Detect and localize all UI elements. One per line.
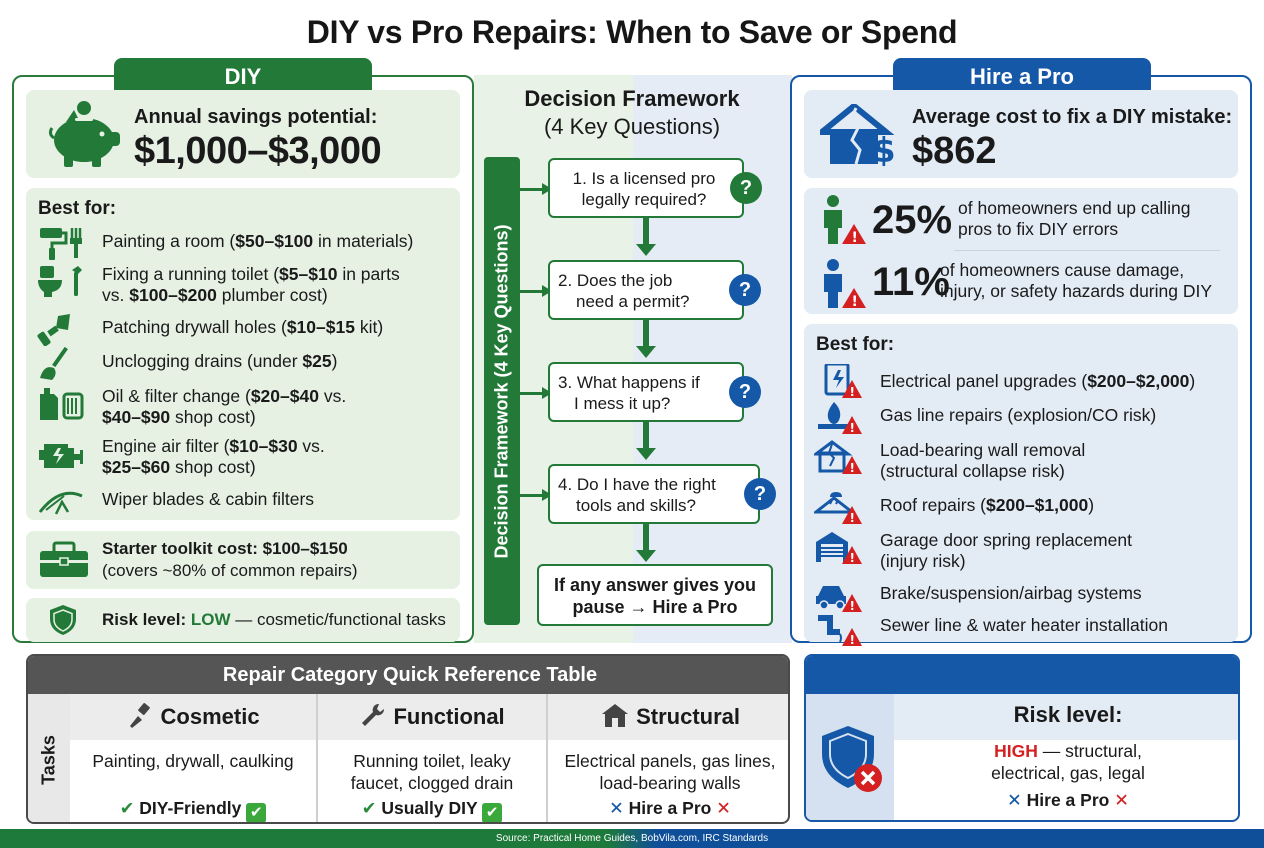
stat-2-percent: 11% [872,260,950,304]
diy-risk-desc: — cosmetic/functional tasks [230,610,446,629]
svg-text:!: ! [850,551,855,564]
stat-1-text: of homeowners end up calling pros to fix … [958,198,1191,239]
arrow-down-icon [636,218,656,256]
toolkit-coverage: (covers ~80% of common repairs) [102,561,358,580]
arrow-right-icon [520,183,552,195]
wiper-icon [38,491,83,515]
pipe-icon: ! [818,615,862,646]
oil-filter-icon [40,388,84,420]
roof-icon: ! [814,492,862,524]
svg-text:$: $ [872,131,896,166]
svg-text:!: ! [850,385,855,398]
pro-risk-verdict: ✕ Hire a Pro ✕ [1007,790,1129,810]
person-warning-icon: ! [824,259,866,310]
plunger-icon [40,346,68,380]
source-footer: Source: Practical Home Guides, BobVila.c… [0,829,1264,848]
savings-label: Annual savings potential: [134,106,378,128]
pro-risk-label: Risk level: [1013,702,1123,727]
toolbox-icon [40,541,88,577]
question-mark-icon: ? [729,274,761,306]
question-mark-icon: ? [744,478,776,510]
pro-cost-card: $ Average cost to fix a DIY mistake: $86… [804,90,1238,178]
svg-text:!: ! [850,633,855,646]
pro-stats-card: ! 25% of homeowners end up calling pros t… [804,188,1238,314]
pro-best-for-card: Best for: ! Electrical panel upgrades ($… [804,324,1238,646]
arrow-right-icon [520,387,552,399]
electrical-panel-icon: ! [824,364,862,398]
car-icon: ! [816,586,862,612]
savings-value: $1,000–$3,000 [134,130,382,172]
table-column-structural: Structural Electrical panels, gas lines,… [564,702,776,818]
svg-text:!: ! [850,511,855,524]
paint-roller-icon [40,228,82,260]
diy-risk-card: Risk level: LOW — cosmetic/functional ta… [26,598,460,642]
engine-icon [39,444,83,468]
pro-best-for-heading: Best for: [816,334,895,355]
putty-knife-icon [37,314,70,346]
shield-x-icon [822,726,882,792]
svg-text:!: ! [850,421,855,434]
question-1-box: 1. Is a licensed pro legally required? [548,158,744,218]
diy-best-for-card: Best for: Painting a room ($50–$100 in m… [26,188,460,520]
divider [954,250,1220,251]
framework-subtitle: (4 Key Questions) [543,114,721,139]
framework-vertical-label: Decision Framework (4 Key Questions) [491,223,512,559]
cracked-house-icon: ! [814,440,862,474]
person-warning-icon: ! [824,195,866,246]
pro-cost-label: Average cost to fix a DIY mistake: [912,106,1233,128]
diy-risk-value: LOW [190,610,231,629]
diy-tab: DIY [114,58,372,96]
shield-icon [50,605,76,635]
diy-best-for-heading: Best for: [38,198,117,219]
svg-text:!: ! [852,294,858,310]
arrow-down-icon [636,422,656,460]
table-title: Repair Category Quick Reference Table [28,656,788,694]
wrench-icon [359,702,387,728]
paintbrush-icon [126,702,154,728]
diy-risk-label: Risk level: [102,610,187,629]
pro-risk-card: Risk level: HIGH — structural, electrical… [804,654,1240,822]
question-4-box: 4. Do I have the right tools and skills? [548,464,760,524]
arrow-right-icon [520,285,552,297]
svg-text:!: ! [850,599,855,612]
framework-title: Decision Framework [524,86,740,111]
arrow-right-icon [520,489,552,501]
checkbox-icon: ✔ [482,803,503,822]
toolkit-cost: Starter toolkit cost: $100–$150 [102,539,348,558]
house-icon [600,702,630,728]
stat-2-text: of homeowners cause damage, injury, or sa… [940,260,1213,301]
stat-1-percent: 25% [872,198,953,242]
gas-flame-icon: ! [818,402,862,434]
question-3-box: 3. What happens if I mess it up? [548,362,744,422]
framework-vertical-bar [484,157,520,625]
arrow-down-icon [636,320,656,358]
question-2-box: 2. Does the job need a permit? [548,260,744,320]
svg-text:!: ! [850,461,855,474]
pro-risk-desc: HIGH — structural, electrical, gas, legal [991,741,1145,783]
toilet-wrench-icon [38,266,82,297]
piggy-bank-icon [48,101,120,167]
question-mark-icon: ? [730,172,762,204]
diy-toolkit-card: Starter toolkit cost: $100–$150 (covers … [26,531,460,589]
arrow-down-icon [636,524,656,562]
tasks-row-label: Tasks [28,694,70,822]
pro-cost-value: $862 [912,130,997,172]
page-title: DIY vs Pro Repairs: When to Save or Spen… [306,14,958,50]
quick-reference-table: Repair Category Quick Reference Table Ta… [26,654,790,824]
question-mark-icon: ? [729,376,761,408]
checkbox-icon: ✔ [246,803,267,822]
garage-door-icon: ! [816,532,862,564]
table-column-functional: Functional Running toilet, leaky faucet, … [350,702,514,822]
svg-text:!: ! [852,230,858,246]
diy-savings-card: Annual savings potential: $1,000–$3,000 [26,90,460,178]
framework-conclusion: If any answer gives you pause → Hire a Pr… [537,564,773,626]
broken-house-dollar-icon: $ [820,104,896,166]
table-column-cosmetic: Cosmetic Painting, drywall, caulking ✔ D… [92,702,294,822]
pro-tab: Hire a Pro [893,58,1151,96]
